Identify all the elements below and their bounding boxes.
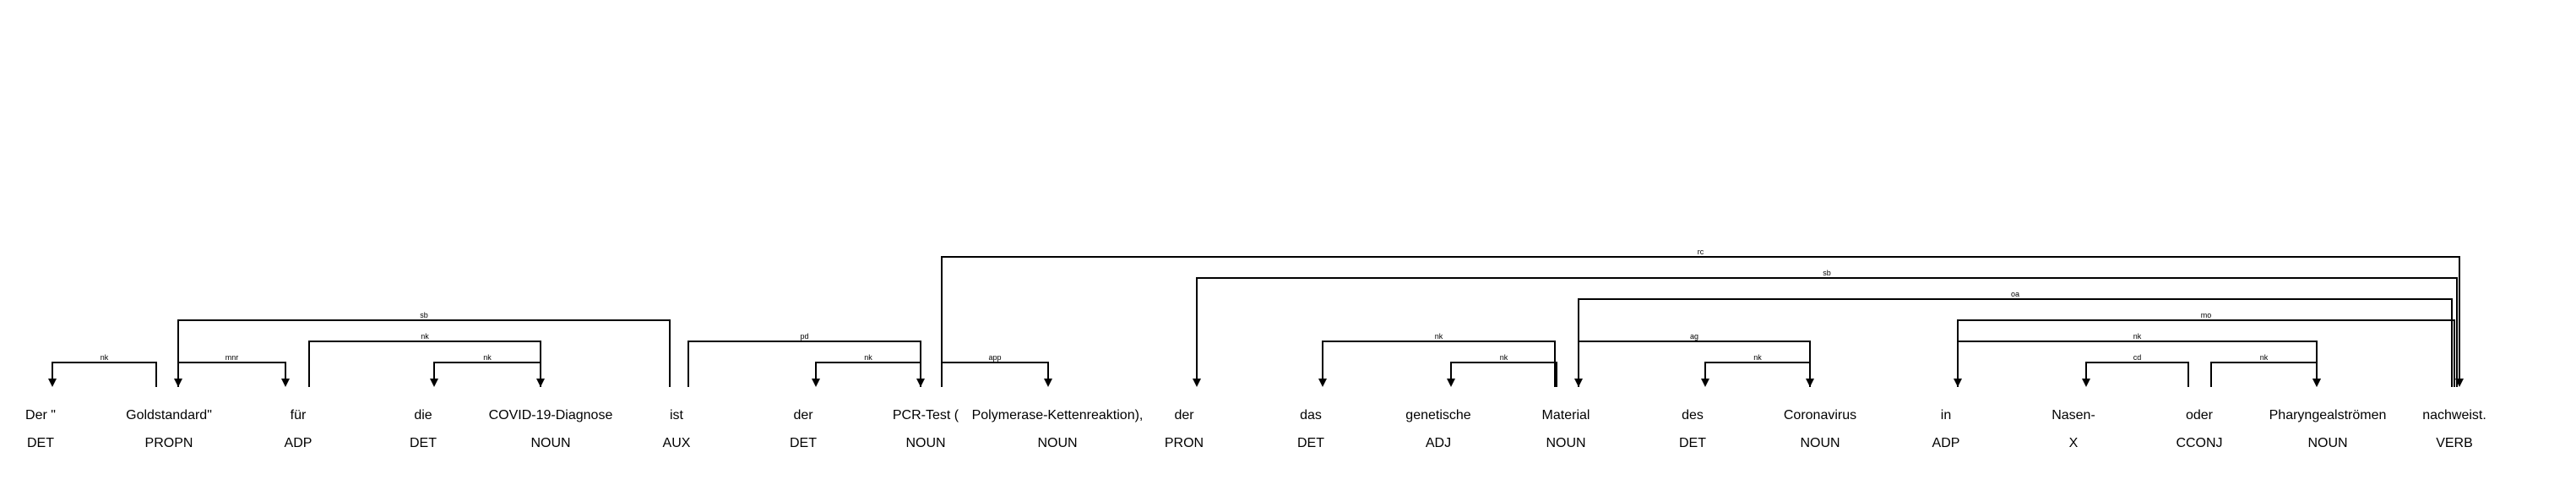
token-word: ist xyxy=(670,408,684,422)
token-pos-tag: CCONJ xyxy=(2176,436,2222,450)
token-pos-tag: NOUN xyxy=(1800,436,1840,450)
token-pos-tag: ADP xyxy=(285,436,312,450)
dependency-arc xyxy=(52,362,157,387)
token-word: die xyxy=(414,408,432,422)
arc-label: nk xyxy=(2133,332,2142,341)
dependency-arc xyxy=(941,256,2460,387)
token-word: Nasen- xyxy=(2052,408,2095,422)
arc-arrowhead xyxy=(174,379,182,387)
token-word: Material xyxy=(1542,408,1590,422)
token-word: der xyxy=(1174,408,1194,422)
token-word: PCR-Test ( xyxy=(893,408,959,422)
dependency-arc xyxy=(1196,277,2458,387)
token-word: Polymerase-Kettenreaktion), xyxy=(972,408,1144,422)
token-word: Pharyngealströmen xyxy=(2269,408,2387,422)
arc-arrowhead xyxy=(1447,379,1455,387)
dependency-arc xyxy=(1578,341,1811,387)
arc-label: nk xyxy=(421,332,429,341)
token-pos-tag: DET xyxy=(27,436,54,450)
arc-arrowhead xyxy=(281,379,290,387)
dependency-arc xyxy=(941,362,1049,387)
dependency-arc xyxy=(177,362,286,387)
token-pos-tag: DET xyxy=(410,436,437,450)
arc-label: sb xyxy=(1823,269,1831,277)
arc-label: nk xyxy=(1500,353,1508,362)
dependency-arc xyxy=(1450,362,1557,387)
arc-label: ag xyxy=(1690,332,1698,341)
arc-label: nk xyxy=(1753,353,1762,362)
arc-arrowhead xyxy=(1044,379,1052,387)
token-pos-tag: DET xyxy=(790,436,817,450)
token-pos-tag: NOUN xyxy=(2307,436,2347,450)
arc-label: nk xyxy=(1435,332,1443,341)
dependency-arc xyxy=(1322,341,1556,387)
token-pos-tag: ADJ xyxy=(1426,436,1451,450)
token-word: der xyxy=(793,408,813,422)
arc-label: nk xyxy=(2260,353,2269,362)
token-word: nachweist. xyxy=(2422,408,2486,422)
arc-label: nk xyxy=(101,353,109,362)
dependency-arc xyxy=(2085,362,2189,387)
tokens-layer: Der " DET Goldstandard" PROPN für ADP die DET CO… xyxy=(25,408,2486,450)
token-pos-tag: NOUN xyxy=(530,436,570,450)
dependency-arc xyxy=(2210,362,2318,387)
arc-label: mo xyxy=(2201,311,2212,319)
arc-arrowhead xyxy=(536,379,545,387)
token-word: COVID-19-Diagnose xyxy=(489,408,613,422)
token-pos-tag: DET xyxy=(1679,436,1706,450)
token-pos-tag: PROPN xyxy=(145,436,193,450)
arc-label: mnr xyxy=(226,353,239,362)
dependency-arc xyxy=(687,341,921,387)
arc-label: nk xyxy=(864,353,872,362)
token-word: genetische xyxy=(1405,408,1470,422)
token-pos-tag: NOUN xyxy=(1546,436,1585,450)
token-pos-tag: ADP xyxy=(1932,436,1960,450)
arc-arrowhead xyxy=(1193,379,1201,387)
arc-arrowhead xyxy=(2082,379,2090,387)
dependency-arc xyxy=(177,319,671,387)
dependency-arc xyxy=(815,362,921,387)
arc-label: pd xyxy=(800,332,808,341)
dependency-arc xyxy=(433,362,541,387)
token-pos-tag: NOUN xyxy=(1037,436,1077,450)
arc-arrowhead xyxy=(916,379,925,387)
arc-label: oa xyxy=(2011,290,2019,298)
dependency-arc xyxy=(1578,298,2453,387)
token-word: in xyxy=(1941,408,1951,422)
arc-label: app xyxy=(988,353,1001,362)
token-word: das xyxy=(1300,408,1322,422)
dependency-arc xyxy=(308,341,541,387)
arc-arrowhead xyxy=(1318,379,1327,387)
dependency-arc xyxy=(1704,362,1811,387)
token-pos-tag: PRON xyxy=(1165,436,1204,450)
token-word: Goldstandard" xyxy=(126,408,212,422)
token-word: Der " xyxy=(25,408,56,422)
token-pos-tag: AUX xyxy=(663,436,691,450)
arc-arrowhead xyxy=(1806,379,1814,387)
arc-arrowhead xyxy=(48,379,57,387)
arc-label: nk xyxy=(483,353,492,362)
arc-arrowhead xyxy=(812,379,820,387)
arc-arrowhead xyxy=(1701,379,1709,387)
token-word: oder xyxy=(2186,408,2214,422)
token-pos-tag: X xyxy=(2069,436,2079,450)
token-word: des xyxy=(1682,408,1704,422)
arc-arrowhead xyxy=(2455,379,2464,387)
arc-arrowhead xyxy=(430,379,438,387)
dependency-arc xyxy=(1957,341,2318,387)
token-pos-tag: DET xyxy=(1297,436,1324,450)
arc-arrowhead xyxy=(1954,379,1962,387)
arc-arrowhead xyxy=(1574,379,1583,387)
token-word: Coronavirus xyxy=(1784,408,1856,422)
arc-label: sb xyxy=(420,311,428,319)
arcs-layer: nk mnr nk nk sb nk pd app nk nk nk ag cd nk nk mo oa sb rc xyxy=(48,248,2464,387)
arc-label: cd xyxy=(2133,353,2142,362)
arc-arrowhead xyxy=(2312,379,2321,387)
token-pos-tag: VERB xyxy=(2436,436,2473,450)
token-pos-tag: NOUN xyxy=(905,436,945,450)
dependency-arc xyxy=(1957,319,2455,387)
token-word: für xyxy=(291,408,307,422)
arc-label: rc xyxy=(1698,248,1704,256)
